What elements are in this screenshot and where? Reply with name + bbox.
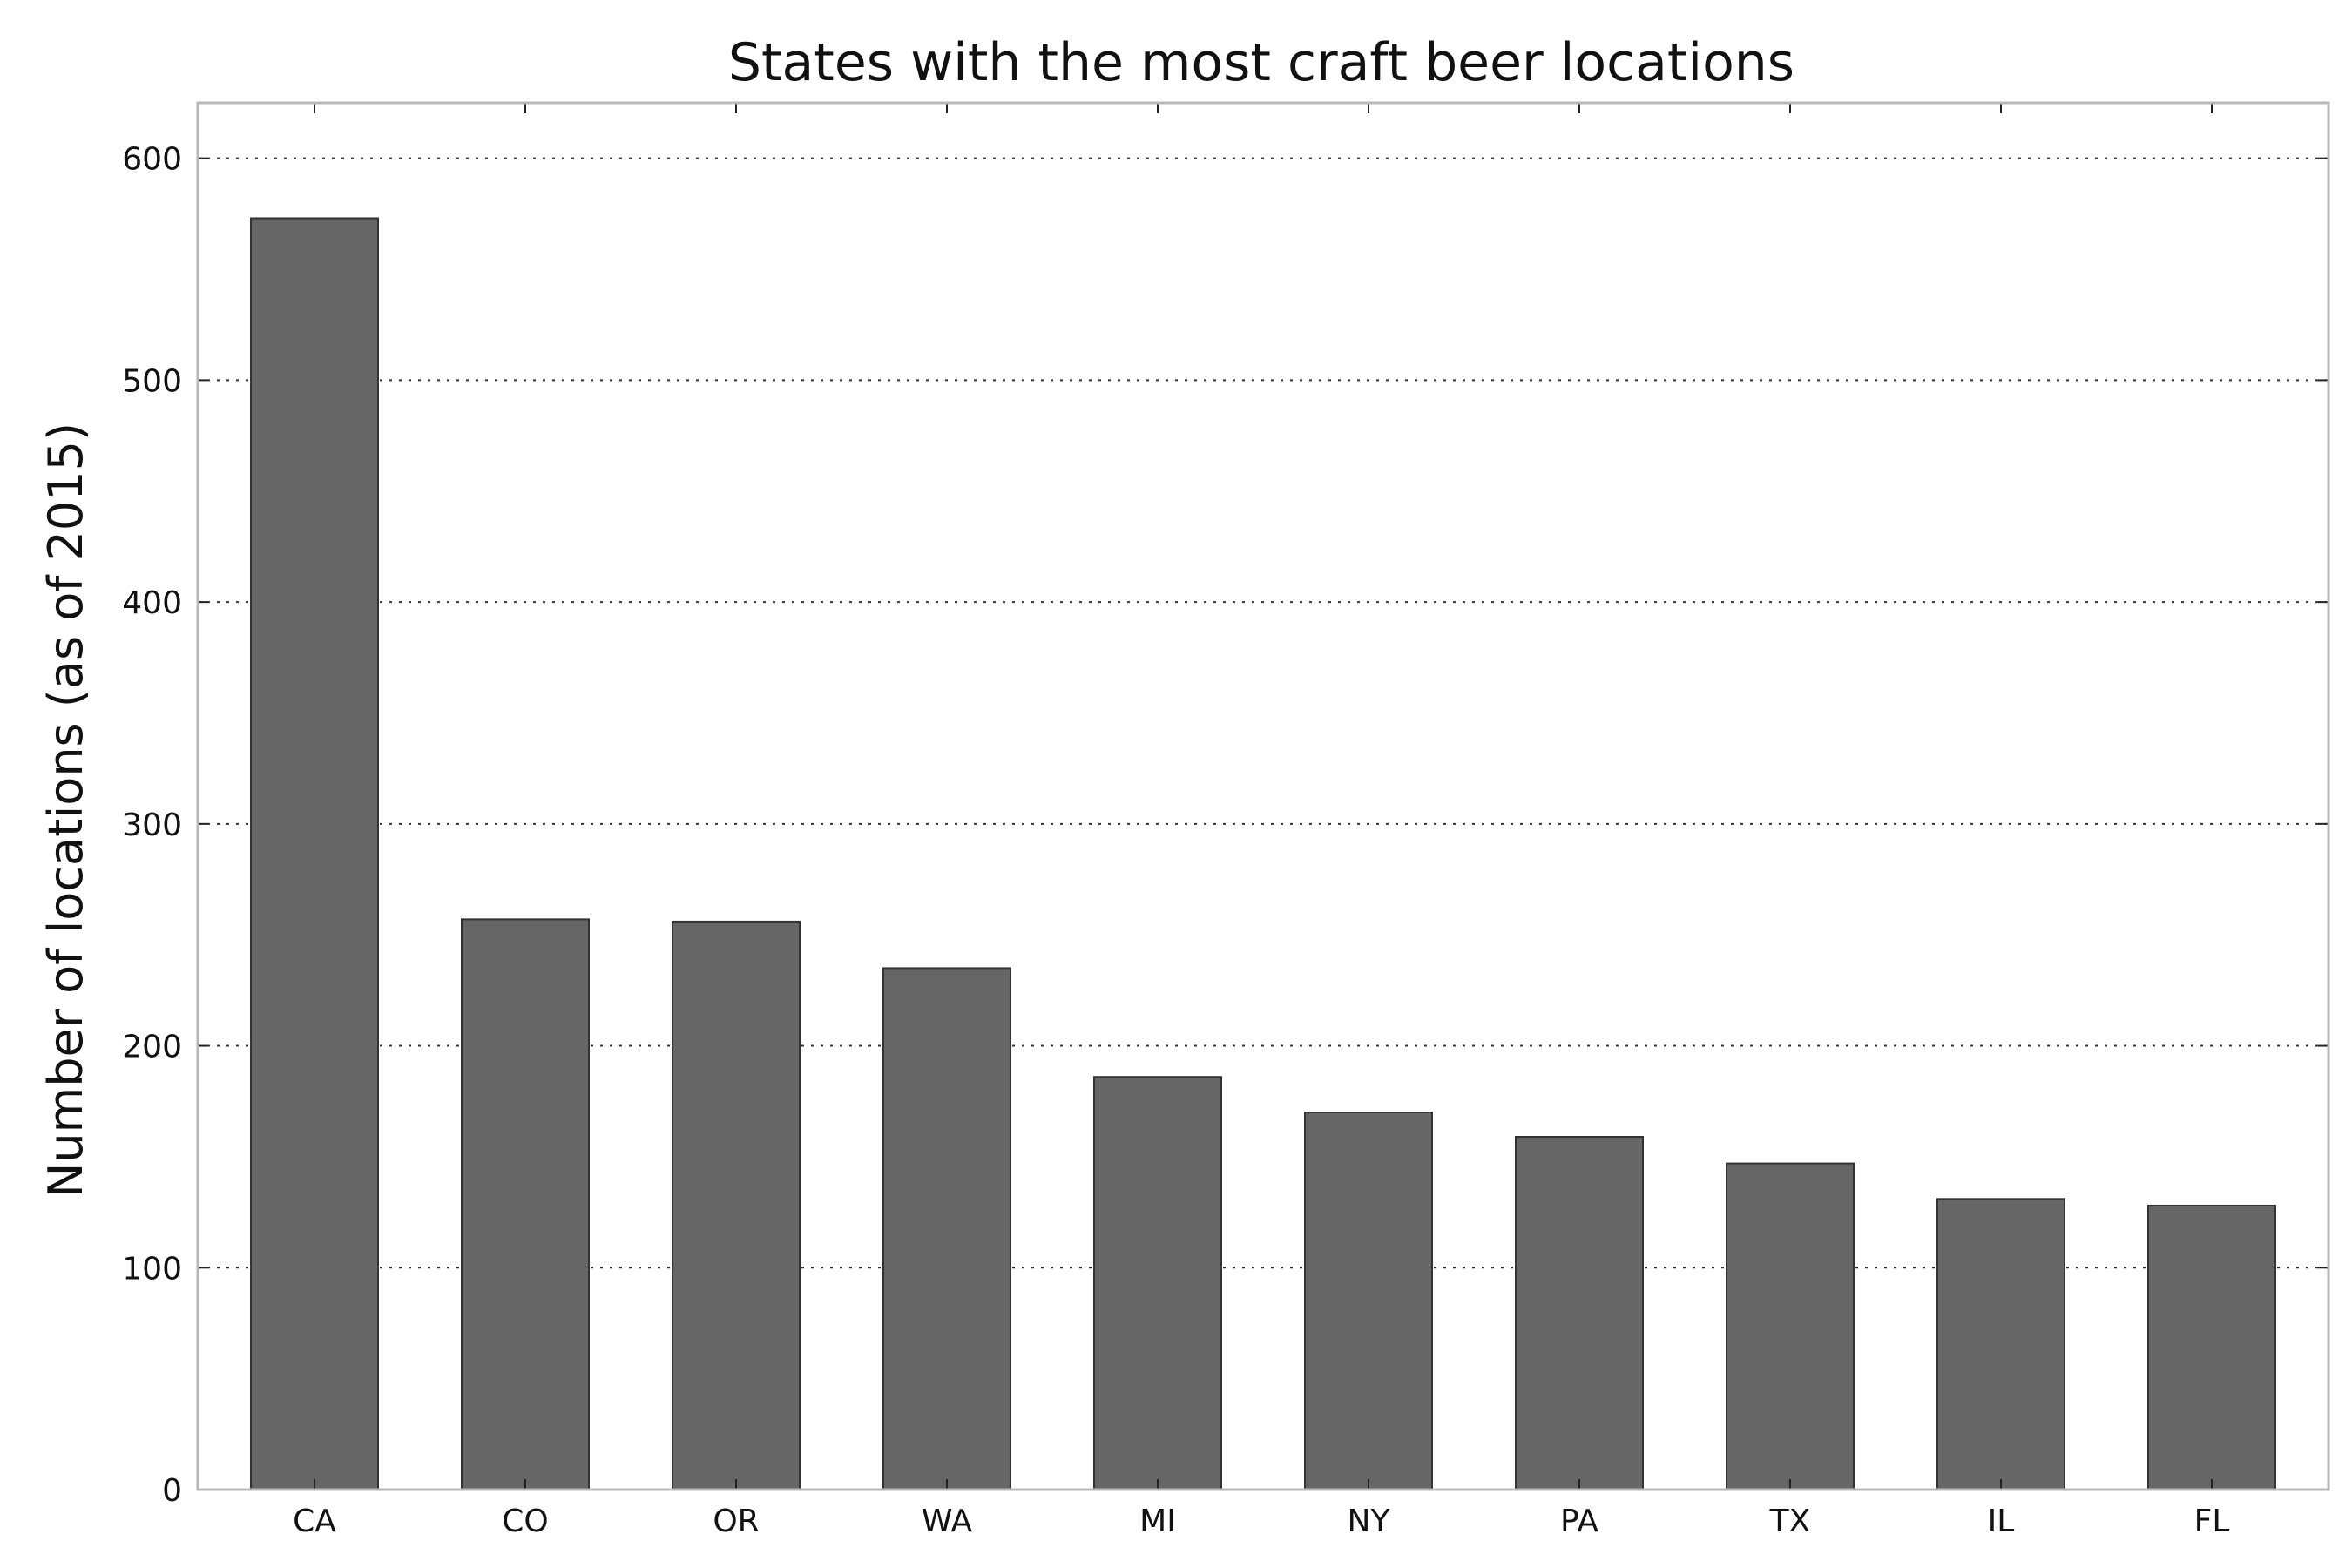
x-tick-label-pa: PA bbox=[1560, 1504, 1598, 1539]
bar-mi bbox=[1093, 1076, 1222, 1491]
y-tick-label: 200 bbox=[122, 1030, 182, 1065]
bar-co bbox=[461, 918, 590, 1490]
x-tick-label-wa: WA bbox=[922, 1504, 973, 1539]
x-tick-label-ca: CA bbox=[293, 1504, 336, 1539]
x-tick-label-or: OR bbox=[713, 1504, 759, 1539]
bar-ny bbox=[1304, 1111, 1433, 1490]
bar-il bbox=[1936, 1198, 2065, 1490]
bar-tx bbox=[1726, 1162, 1855, 1491]
bar-wa bbox=[882, 967, 1011, 1490]
y-tick-label: 600 bbox=[122, 142, 182, 178]
x-tick-label-il: IL bbox=[1988, 1504, 2015, 1539]
x-tick-label-fl: FL bbox=[2194, 1504, 2230, 1539]
chart-title: States with the most craft beer location… bbox=[728, 32, 1794, 93]
y-axis-label: Number of locations (as of 2015) bbox=[38, 422, 93, 1198]
y-tick-label: 500 bbox=[122, 363, 182, 399]
plot-frame bbox=[196, 101, 2330, 1491]
x-tick-label-co: CO bbox=[502, 1504, 548, 1539]
x-tick-label-tx: TX bbox=[1769, 1504, 1811, 1539]
y-ticks: 0 100 200 300 400 500 600 bbox=[122, 142, 2328, 1509]
x-ticks: CA CO OR WA MI NY PA TX IL FL bbox=[293, 103, 2229, 1539]
bar-or bbox=[672, 920, 801, 1490]
bar-fl bbox=[2147, 1204, 2276, 1490]
bars bbox=[198, 217, 2328, 1491]
y-tick-label: 300 bbox=[122, 808, 182, 843]
x-tick-label-ny: NY bbox=[1348, 1504, 1391, 1539]
y-tick-label: 0 bbox=[162, 1473, 182, 1509]
y-tick-label: 100 bbox=[122, 1251, 182, 1287]
x-tick-label-mi: MI bbox=[1139, 1504, 1176, 1539]
bar-pa bbox=[1515, 1135, 1644, 1491]
y-tick-label: 400 bbox=[122, 585, 182, 621]
bar-ca bbox=[250, 217, 379, 1491]
